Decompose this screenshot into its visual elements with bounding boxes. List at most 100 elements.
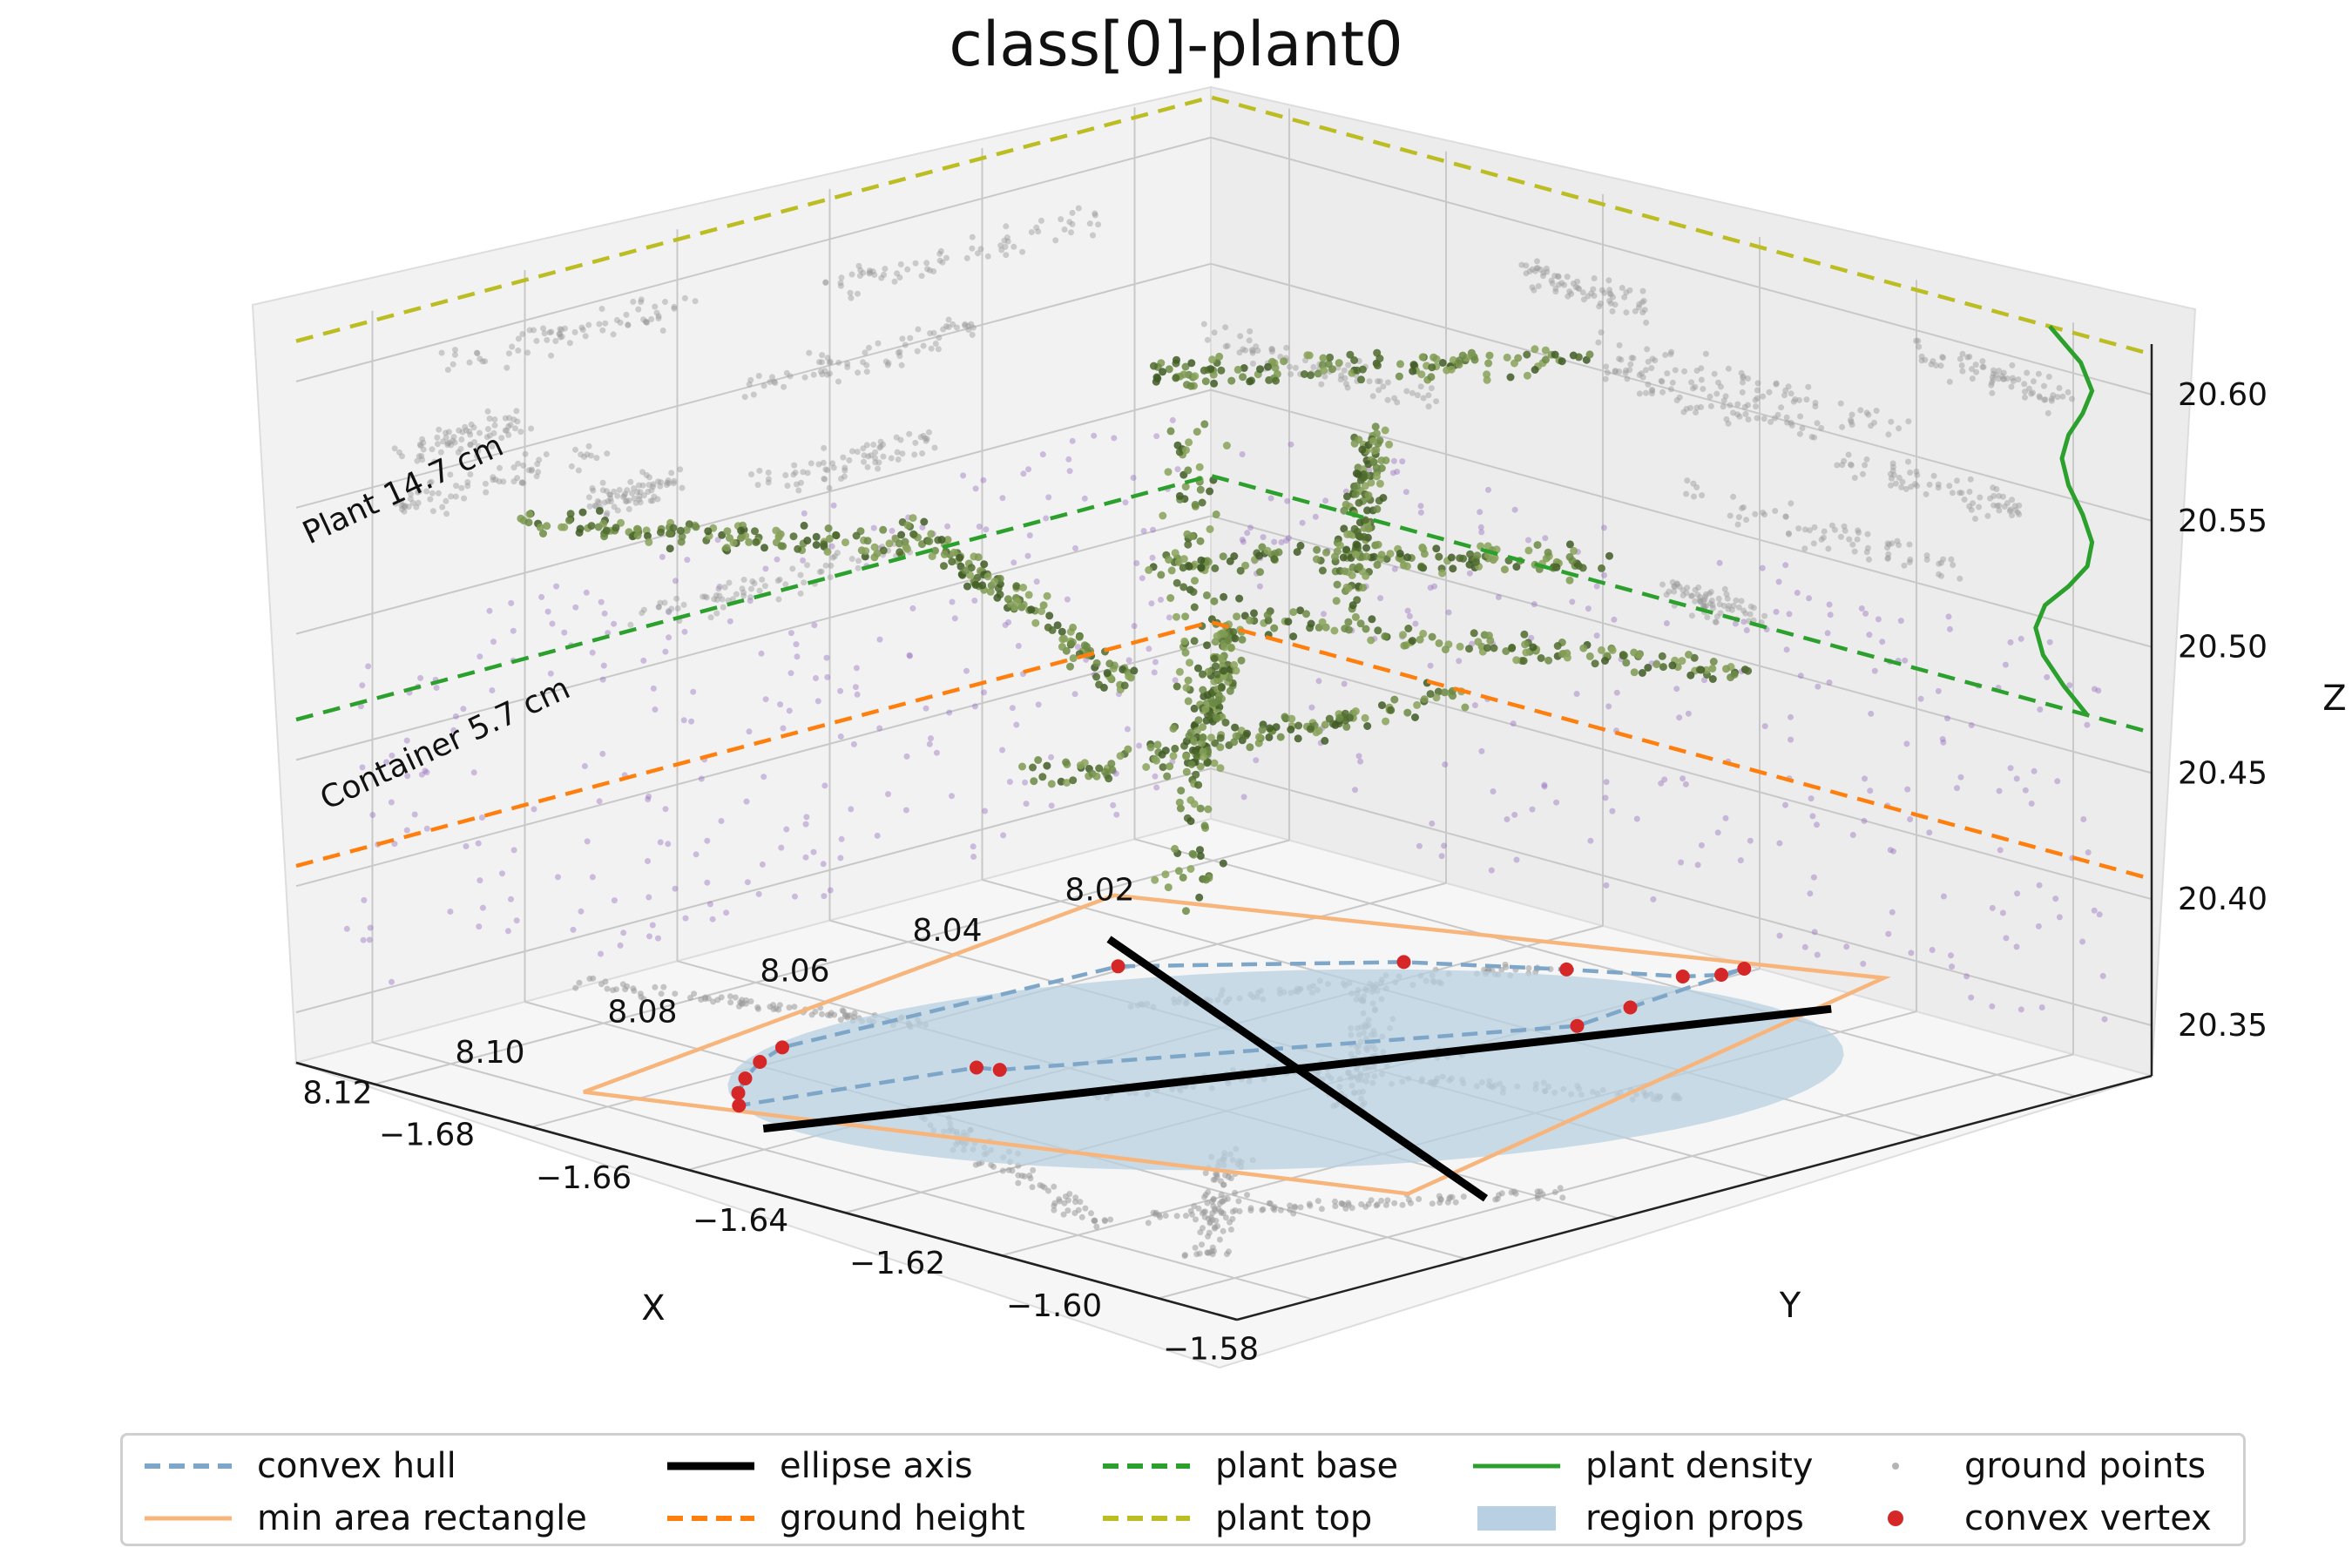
wall-shadow-point <box>1839 423 1846 430</box>
wall-shadow-point <box>650 483 656 490</box>
container-point <box>820 861 827 868</box>
container-point <box>1283 537 1290 544</box>
wall-shadow-point <box>1283 344 1290 351</box>
plant-point <box>1105 774 1113 783</box>
plant-point <box>1163 772 1172 781</box>
wall-shadow-point <box>1612 301 1619 308</box>
plant-base-line <box>295 473 2153 735</box>
wall-shadow-point <box>1659 581 1666 588</box>
container-point <box>433 685 440 691</box>
wall-shadow-point <box>1069 209 1076 216</box>
plant-point <box>1166 594 1175 602</box>
plant-point <box>993 593 1002 602</box>
plant-point <box>1250 609 1258 618</box>
container-point <box>1824 630 1831 637</box>
wall-shadow-point <box>1337 376 1344 383</box>
plant-point <box>1196 485 1205 494</box>
plant-point <box>1018 762 1026 771</box>
ground-point <box>1358 1201 1365 1207</box>
plant-point <box>1428 363 1436 372</box>
plant-point <box>1196 804 1205 813</box>
plant-point <box>961 566 970 575</box>
wall-shadow-point <box>643 319 650 326</box>
plant-point <box>692 523 700 531</box>
wall-shadow-point <box>1736 413 1743 420</box>
container-point <box>589 874 596 881</box>
plant-point <box>1150 362 1158 370</box>
plant-point <box>1182 684 1191 692</box>
container-point <box>794 653 801 660</box>
ground-point <box>819 1010 825 1017</box>
wall-shadow-point <box>962 322 969 329</box>
plant-point <box>903 544 911 553</box>
wall-shadow-point <box>1717 610 1724 617</box>
plant-point <box>1490 644 1498 652</box>
wall-shadow-point <box>1606 290 1613 297</box>
ground-point <box>1145 1220 1152 1227</box>
container-point <box>970 843 977 850</box>
plant-point <box>1179 564 1187 572</box>
plant-point <box>1411 713 1419 721</box>
plant-point <box>794 544 802 553</box>
plant-point <box>1272 376 1280 385</box>
wall-shadow-point <box>1004 238 1011 245</box>
plant-point <box>1263 611 1272 619</box>
container-point <box>1139 575 1146 582</box>
wall-shadow-point <box>826 359 833 366</box>
container-point <box>1511 811 1518 818</box>
wall-shadow-point <box>838 476 844 482</box>
wall-shadow-point <box>849 448 855 455</box>
container-point <box>1140 528 1147 534</box>
grid-line <box>295 262 1212 509</box>
wall-shadow-point <box>2014 509 2021 516</box>
wall-shadow-point <box>1907 470 1914 476</box>
wall-shadow-point <box>1425 403 1432 410</box>
wall-shadow-point <box>520 462 527 469</box>
plant-point <box>1638 669 1646 677</box>
plant-point <box>1523 350 1531 359</box>
plant-point <box>1565 576 1574 585</box>
plant-point <box>1570 546 1578 555</box>
container-point <box>666 609 672 616</box>
wall-shadow-point <box>1743 517 1750 524</box>
wall-shadow-point <box>1548 277 1555 284</box>
wall-shadow-point <box>765 476 772 483</box>
wall-shadow-point <box>866 270 873 277</box>
wall-shadow-point <box>954 324 960 331</box>
wall-shadow-point <box>1948 556 1955 563</box>
wall-shadow-point <box>475 448 482 455</box>
ground-point <box>1267 1200 1274 1207</box>
container-point <box>787 630 794 637</box>
wall-shadow-point <box>622 490 629 497</box>
wall-shadow-point <box>398 497 405 504</box>
wall-shadow-point <box>804 470 811 476</box>
plant-point <box>1217 684 1226 693</box>
wall-shadow-point <box>1690 385 1696 392</box>
plant-point <box>1335 541 1344 550</box>
wall-shadow-point <box>1970 500 1977 507</box>
wall-shadow-point <box>998 247 1005 253</box>
wall-shadow-point <box>828 562 835 569</box>
wall-shadow-point <box>594 497 601 504</box>
wall-shadow-point <box>1782 387 1789 394</box>
container-point <box>709 916 716 923</box>
container-point <box>1172 677 1179 684</box>
wall-shadow-point <box>1222 343 1229 350</box>
ground-point <box>988 1161 995 1168</box>
plant-point <box>1426 690 1435 699</box>
wall-shadow-point <box>1722 393 1729 400</box>
wall-shadow-point <box>1659 378 1666 385</box>
container-point <box>1412 620 1419 627</box>
wall-shadow-point <box>917 434 924 441</box>
ground-point <box>1525 964 1532 971</box>
plant-point <box>1182 446 1190 455</box>
ground-point <box>1056 1196 1063 1203</box>
ground-point <box>1072 1194 1079 1201</box>
container-point <box>1015 643 1022 649</box>
ground-point <box>1399 1201 1406 1208</box>
container-point <box>365 663 372 670</box>
wall-shadow-point <box>1688 379 1695 386</box>
wall-shadow-point <box>806 349 813 356</box>
wall-shadow-point <box>2025 385 2032 392</box>
wall-shadow-point <box>1742 410 1749 417</box>
